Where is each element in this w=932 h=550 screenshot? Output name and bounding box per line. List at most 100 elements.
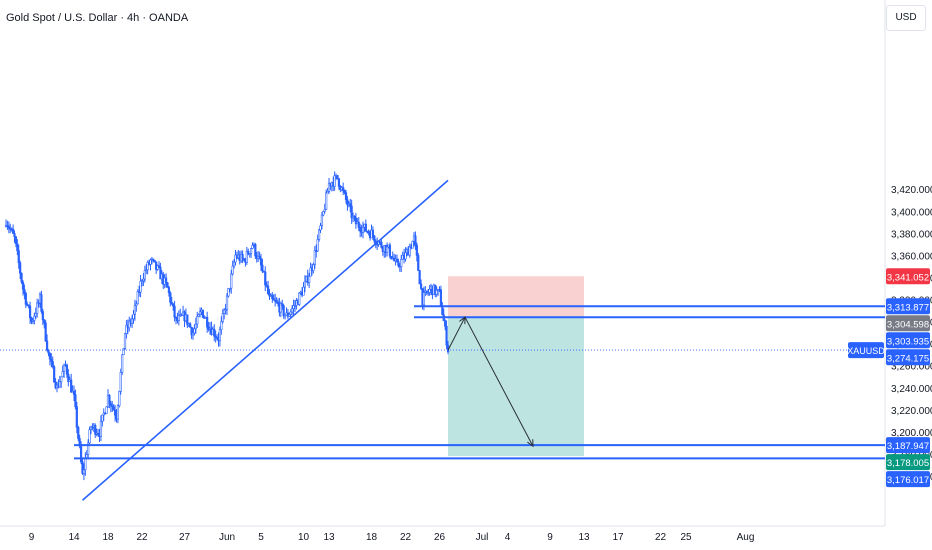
candle-body [218,329,222,342]
candle-body [152,258,155,261]
candle-body [194,323,197,330]
candle-body [373,235,376,242]
candle-body [6,225,9,227]
candle-body [231,265,234,275]
candle-body [308,275,311,283]
candle-body [82,469,86,474]
price-badge [886,349,930,366]
candle-body [190,327,193,336]
candle-body [186,314,189,326]
candle-body [441,306,444,315]
candle-body [43,319,46,324]
candle-body [264,271,267,286]
candle-body [142,278,145,281]
candle-body [445,325,448,346]
price-badge [886,437,930,454]
candle-body [322,211,325,216]
x-tick-label: 13 [323,532,335,543]
candle-body [380,241,383,248]
candle-body [349,203,352,207]
candle-body [272,298,275,301]
candle-body [156,265,159,270]
candle-body [354,217,358,225]
candle-body [169,292,172,303]
candle-body [45,340,49,351]
candle-body [99,421,103,437]
candle-body [247,250,250,255]
candles [4,171,450,481]
candle-body [266,285,270,294]
candle-body [17,250,20,264]
candle-body [166,282,169,288]
candle-body [11,228,15,234]
candle-body [241,253,244,260]
price-badge-label: 3,187.947 [887,441,929,452]
candle-body [343,190,346,193]
candle-body [215,336,219,339]
candle-body [105,406,108,414]
candle-body [177,315,180,321]
candle-body [112,406,115,411]
x-tick-label: 9 [547,532,553,543]
candle-body [23,288,26,294]
candle-body [7,226,10,229]
candle-body [81,461,84,474]
candle-body [364,223,367,232]
candle-body [111,405,114,408]
x-tick-label: 25 [680,532,692,543]
candle-body [196,316,199,325]
candle-body [268,293,271,297]
candle-body [122,348,125,356]
x-tick-label: 10 [298,532,310,543]
candle-body [293,305,297,307]
candle-body [271,295,274,300]
arrowhead [459,316,466,325]
candle-body [74,394,77,407]
candle-body [312,264,315,271]
candle-body [40,294,43,312]
candle-body [275,300,278,303]
candle-body [317,229,321,240]
candle-body [191,332,195,336]
candle-body [248,253,251,255]
candle-body [395,258,399,262]
candle-body [400,259,403,267]
candle-body [88,429,91,444]
y-tick-label: 3,360.000 [891,251,932,262]
candle-body [303,280,307,288]
candle-body [224,309,227,311]
currency-button[interactable]: USD [886,5,926,31]
candle-body [282,305,285,317]
candle-body [427,292,430,294]
x-tick-label: 17 [612,532,624,543]
candle-body [428,288,431,293]
candle-body [70,379,73,393]
candle-body [30,317,33,322]
candle-body [143,270,146,280]
candle-body [72,390,76,395]
candle-body [53,366,56,383]
x-tick-label: 9 [29,532,35,543]
candle-body [388,244,392,257]
candle-body [327,182,331,192]
candle-body [145,269,148,272]
candle-body [28,305,32,319]
candle-body [292,305,295,309]
candle-body [276,301,280,304]
x-tick-label: 18 [102,532,114,543]
x-tick-label: 27 [179,532,191,543]
price-badge-label: 3,176.017 [887,475,929,486]
candle-body [139,280,142,293]
candle-body [101,414,104,422]
candle-body [16,243,19,252]
y-tick-label: 3,220.000 [891,406,932,417]
candle-body [164,277,168,283]
candle-body [44,322,47,342]
candle-body [77,427,80,439]
candle-body [33,315,36,321]
candle-body [159,266,162,280]
candle-body [206,316,209,328]
candle-body [309,267,312,277]
candle-body [201,309,205,318]
